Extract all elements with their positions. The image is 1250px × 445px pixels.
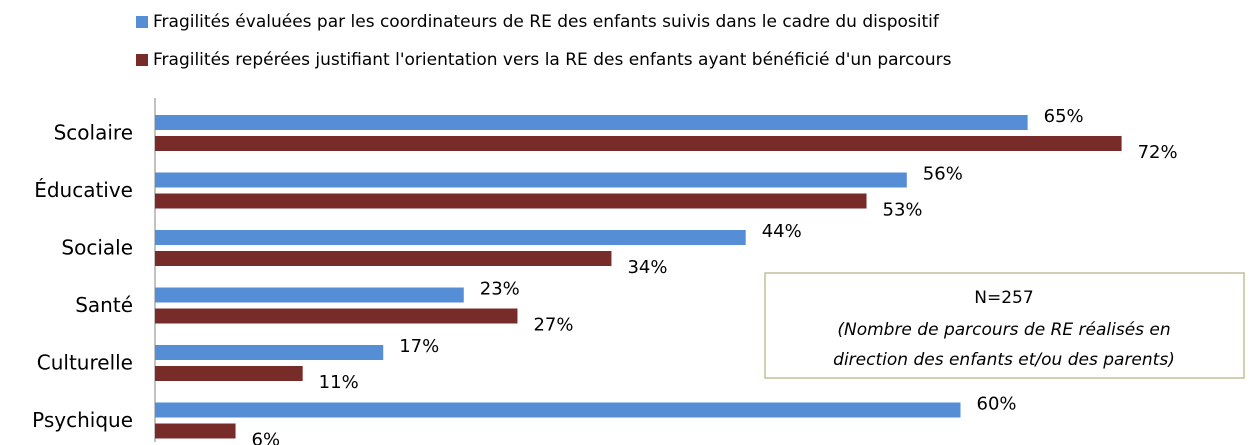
bar [155,423,236,439]
legend-swatch [136,16,148,28]
bar [155,172,907,188]
note-line: direction des enfants et/ou des parents) [833,350,1175,370]
note-line: (Nombre de parcours de RE réalisés en [837,320,1170,340]
bar [155,402,961,418]
y-tick-label: Sociale [61,236,133,260]
bar [155,287,464,303]
value-label: 34% [627,257,667,278]
y-tick-label: Scolaire [54,121,133,145]
bar [155,345,384,360]
y-tick-label: Éducative [34,178,133,202]
value-label: 65% [1044,106,1084,127]
bar [155,366,303,381]
note-count: N=257 [974,288,1033,308]
legend-label: Fragilités repérées justifiant l'orienta… [153,50,952,70]
legend-swatch [136,54,148,66]
value-label: 56% [923,164,963,185]
bar [155,136,1122,151]
value-label: 6% [252,430,281,445]
value-label: 27% [533,315,573,336]
value-label: 60% [977,394,1017,415]
y-tick-label: Culturelle [37,351,133,375]
bar [155,230,746,245]
value-label: 44% [762,221,802,242]
bar [155,251,612,266]
legend-label: Fragilités évaluées par les coordinateur… [153,12,940,32]
bar [155,115,1028,130]
value-label: 23% [480,279,520,300]
value-label: 53% [883,200,923,221]
value-label: 17% [399,336,439,357]
note-box [764,272,1245,379]
y-tick-label: Santé [75,293,133,317]
value-label: 11% [319,372,359,393]
y-tick-label: Psychique [32,408,133,432]
value-label: 72% [1138,142,1178,163]
bar [155,308,518,324]
bar [155,193,867,209]
